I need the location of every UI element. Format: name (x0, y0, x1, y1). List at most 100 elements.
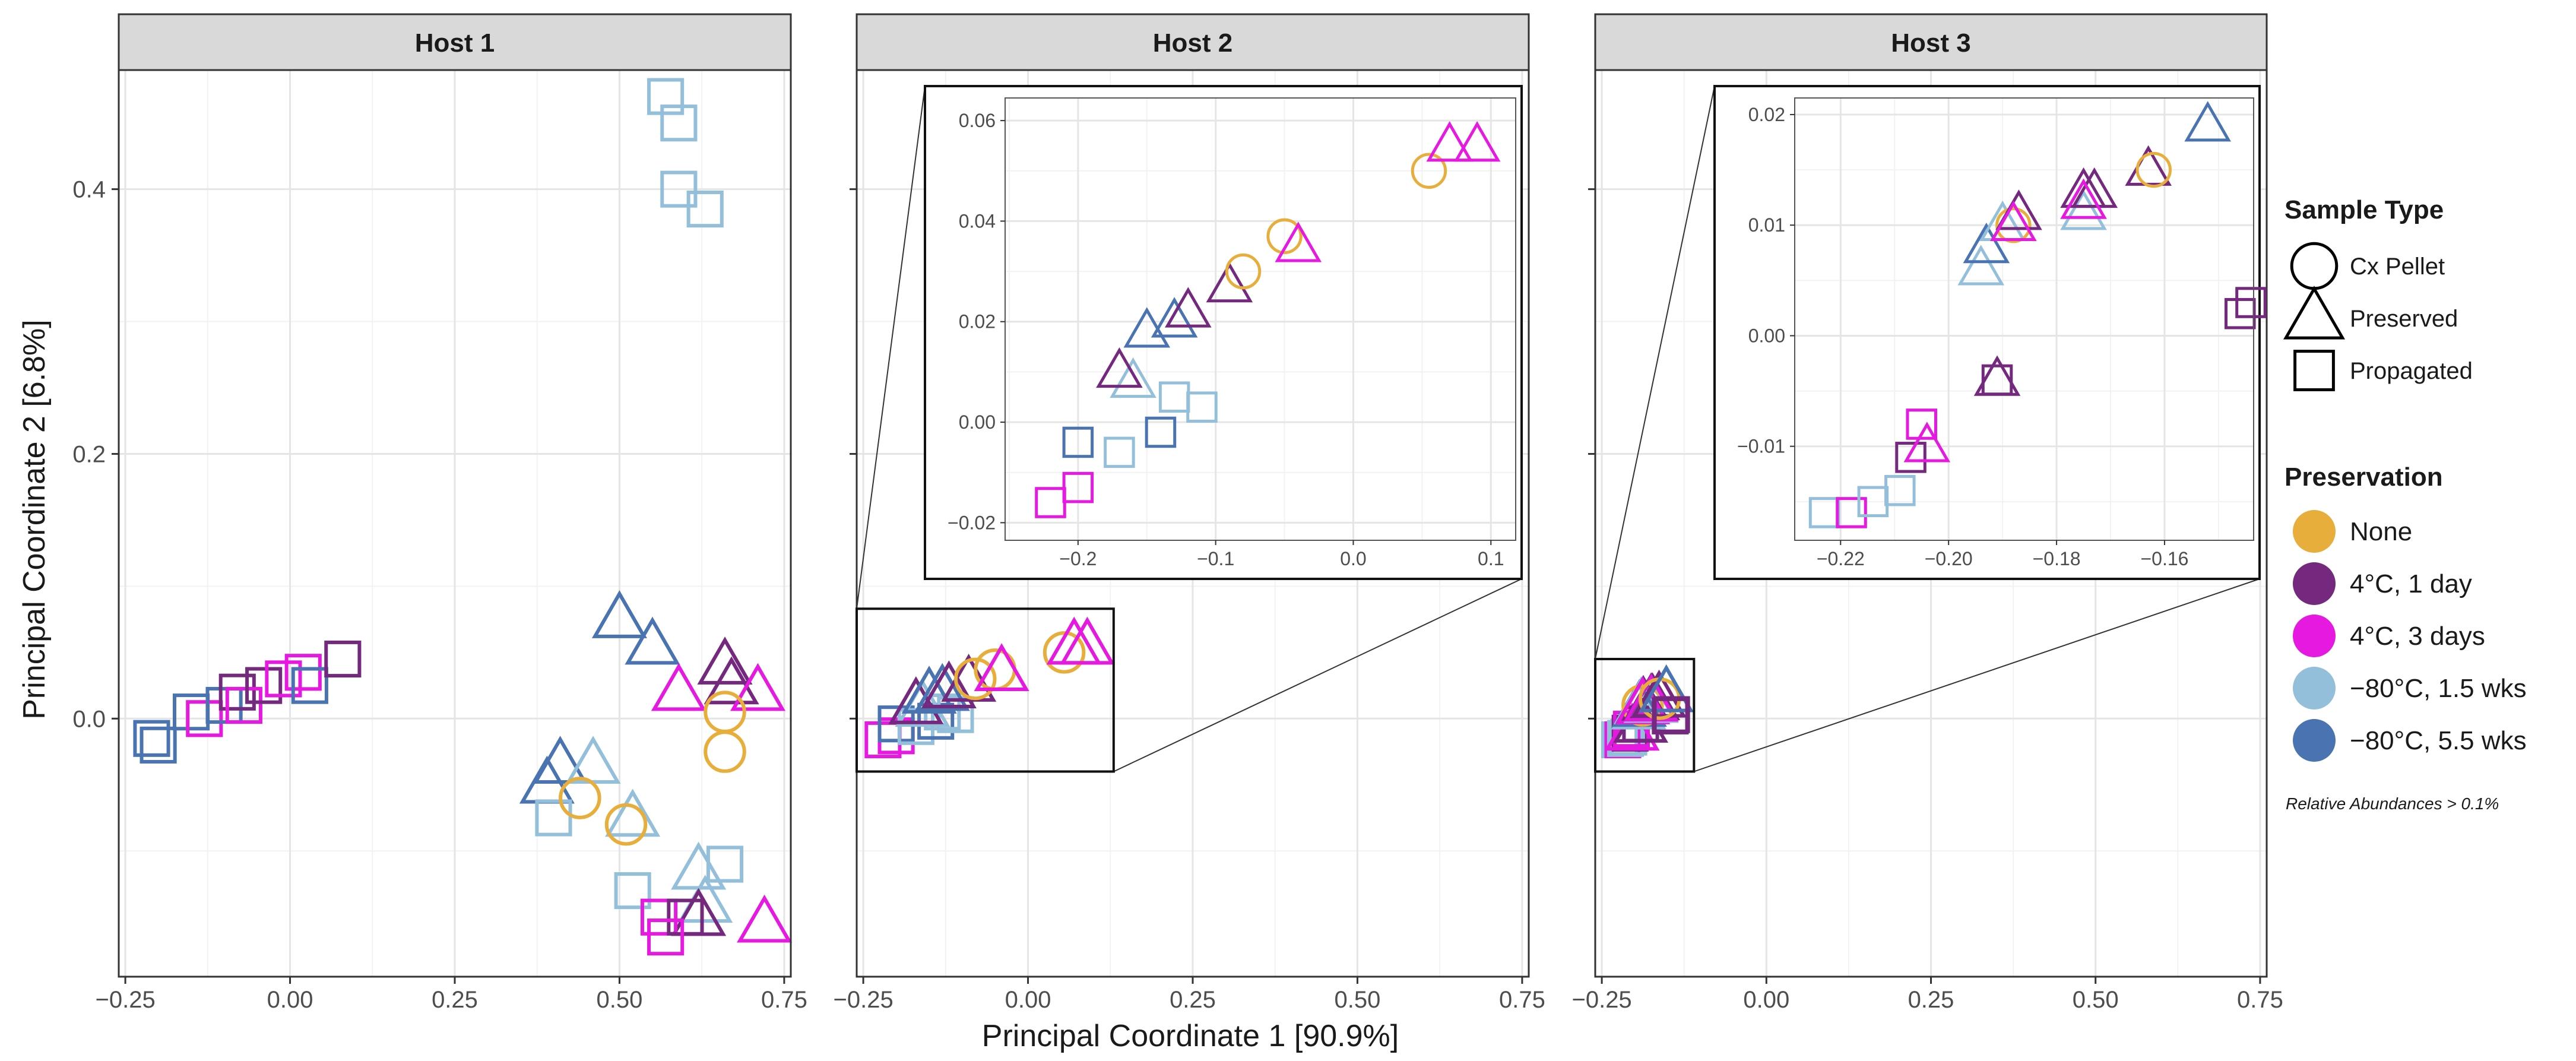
inset-x-tick-label: −0.22 (1817, 548, 1865, 569)
inset-point-triangle (2071, 167, 2118, 208)
facet-strip-label: Host 1 (415, 28, 495, 58)
y-tick-label: 0.2 (72, 441, 106, 467)
y-tick-label: 0.4 (72, 177, 106, 203)
y-tick-label: 0.0 (72, 706, 106, 732)
inset-x-tick-label: −0.1 (1197, 548, 1234, 569)
point-square (265, 660, 302, 698)
point-square (706, 845, 744, 883)
point-square (291, 667, 328, 704)
inset-panel-border (1005, 97, 1516, 541)
x-tick-label: 0.75 (2237, 987, 2283, 1013)
inset-point-square (1145, 416, 1177, 448)
inset-point-square (1062, 426, 1094, 458)
legend-color-label: 4°C, 3 days (2350, 622, 2485, 651)
point-triangle (605, 788, 661, 837)
point-circle (954, 657, 997, 701)
x-tick-label: 0.75 (1499, 987, 1545, 1013)
legend-title-preservation: Preservation (2285, 463, 2443, 492)
legend-shape-label: Preserved (2350, 306, 2458, 332)
point-square (686, 190, 724, 228)
legend-caption: Relative Abundances > 0.1% (2286, 794, 2499, 813)
inset-y-tick-label: −0.02 (948, 512, 996, 533)
inset-connector (1595, 85, 1715, 660)
x-tick-label: 0.75 (761, 987, 807, 1013)
point-square (205, 686, 243, 724)
inset-point-square (1895, 442, 1927, 473)
inset-connector (1694, 578, 2260, 772)
inset-point-square (2225, 297, 2256, 330)
inset-point-circle (1225, 253, 1262, 290)
point-square (140, 726, 177, 764)
point-square (225, 686, 262, 724)
data-points (133, 78, 793, 956)
inset-point-triangle (1096, 347, 1143, 388)
point-triangle (625, 616, 680, 665)
point-triangle (921, 660, 977, 708)
legend-color-item: 4°C, 3 days (2293, 615, 2485, 657)
point-square (1653, 696, 1690, 733)
inset-point-triangle (1957, 245, 2005, 286)
inset-point-triangle (2184, 101, 2232, 142)
legend-shape-items: Cx Pellet Preserved Propagated (2283, 242, 2473, 391)
facet-panel-2: Host 2 −0.25 0.00 0.25 0.50 0.75 −0.2 −0.1 0.0 0.… (833, 13, 1545, 1013)
legend-swatch-icon (2293, 667, 2336, 710)
legend-swatch-icon (2293, 510, 2336, 553)
inset-x-tick-label: −0.16 (2140, 548, 2188, 569)
inset-y-tick-label: 0.00 (959, 411, 996, 433)
point-triangle (697, 636, 753, 685)
inset-y-tick-label: −0.01 (1737, 436, 1785, 457)
data-points (1601, 664, 1694, 759)
inset-point-triangle (1151, 297, 1198, 338)
point-square (660, 170, 698, 208)
point-triangle (1639, 664, 1694, 712)
x-tick-label: 0.25 (1908, 987, 1954, 1013)
inset-point-triangle (1903, 422, 1951, 463)
x-tick-label: −0.25 (833, 987, 893, 1013)
point-square (937, 696, 974, 733)
legend-shape-label: Cx Pellet (2350, 254, 2445, 280)
inset-point-triangle (2060, 178, 2107, 219)
legend-swatch-icon (2293, 615, 2336, 657)
legend-color-label: −80°C, 1.5 wks (2350, 674, 2527, 703)
x-axis-title: Principal Coordinate 1 [90.9%] (982, 1019, 1399, 1053)
facet-strip (1594, 13, 2268, 71)
legend-color-label: 4°C, 1 day (2350, 569, 2472, 598)
point-square (640, 898, 678, 936)
inset-point-circle (1266, 218, 1303, 255)
inset-x-tick-label: −0.20 (1925, 548, 1973, 569)
legend-shape-circle: Cx Pellet (2290, 242, 2445, 290)
point-triangle (901, 666, 957, 714)
point-square (218, 673, 256, 711)
inset-group: −0.22 −0.20 −0.18 −0.16 −0.01 0.00 0.01 0.02 (1594, 85, 2267, 773)
x-tick-label: 0.00 (1005, 987, 1051, 1013)
legend-color-items: None 4°C, 1 day 4°C, 3 days −80°C, 1.5 wks −… (2293, 510, 2527, 762)
point-triangle (591, 590, 647, 638)
inset-point-triangle (1973, 355, 2021, 396)
x-tick-label: 0.00 (1743, 987, 1789, 1013)
inset-x-tick-label: 0.1 (1478, 548, 1504, 569)
inset-point-square (1884, 474, 1916, 506)
y-axis-title: Principal Coordinate 2 [6.8%] (17, 319, 52, 720)
inset-point-triangle (1206, 262, 1253, 303)
facet-panels: Host 1−0.25 0.00 0.25 0.50 0.750.00.20.4Host… (72, 13, 2283, 1013)
legend-color-item: −80°C, 1.5 wks (2293, 667, 2527, 710)
x-tick-label: 0.25 (1170, 987, 1216, 1013)
legend-swatch-icon (2293, 719, 2336, 762)
inset-point-triangle (2060, 189, 2107, 230)
inset-point-square (2235, 287, 2267, 318)
point-square (614, 872, 651, 910)
inset-y-tick-label: 0.00 (1748, 325, 1785, 346)
inset-point-circle (1995, 207, 2032, 243)
inset-point-square (1158, 381, 1190, 413)
point-square (535, 799, 572, 837)
legend-triangle-icon (2283, 286, 2346, 340)
point-triangle (730, 663, 786, 711)
inset-data-points (1808, 101, 2267, 528)
point-triangle (1631, 669, 1687, 718)
inset-x-tick-label: 0.0 (1340, 548, 1366, 569)
legend-shape-square: Propagated (2293, 350, 2473, 391)
inset-point-triangle (1963, 222, 2010, 264)
legend-color-item: −80°C, 5.5 wks (2293, 719, 2527, 762)
inset-point-square (1906, 408, 1937, 440)
x-tick-label: 0.50 (597, 987, 643, 1013)
